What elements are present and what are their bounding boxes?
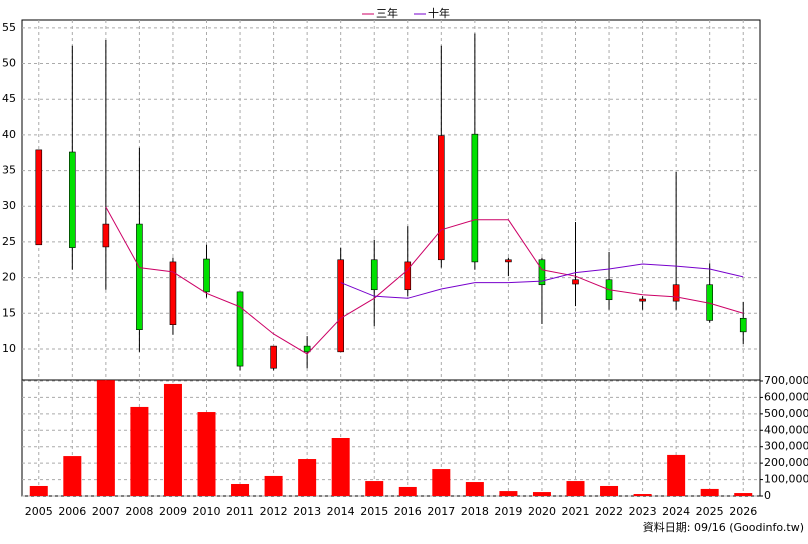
x-tick-label: 2018	[461, 505, 489, 518]
y-tick-label: 25	[2, 235, 16, 248]
x-tick-label: 2012	[260, 505, 288, 518]
x-tick-label: 2017	[427, 505, 455, 518]
y-tick-label: 600,000	[764, 390, 808, 403]
y-tick-label: 0	[764, 489, 771, 502]
x-tick-label: 2019	[494, 505, 522, 518]
candle-body	[438, 135, 445, 261]
volume-bar	[63, 456, 82, 496]
volume-bar	[700, 488, 719, 496]
x-tick-label: 2020	[528, 505, 556, 518]
candle-body	[639, 298, 646, 302]
ma-line	[105, 206, 744, 355]
candle-body	[471, 133, 479, 263]
volume-bar	[499, 491, 518, 496]
candle-body	[270, 345, 277, 369]
x-tick-label: 2026	[729, 505, 757, 518]
x-tick-label: 2008	[125, 505, 153, 518]
candle-body	[102, 223, 110, 248]
y-tick-label: 500,000	[764, 407, 808, 420]
x-tick-label: 2011	[226, 505, 254, 518]
volume-bar	[465, 482, 484, 496]
y-tick-label: 400,000	[764, 423, 808, 436]
volume-bar	[163, 383, 182, 496]
candle-body	[672, 284, 680, 302]
candle-body	[303, 345, 311, 353]
y-tick-label: 200,000	[764, 456, 808, 469]
volume-bar	[734, 493, 753, 496]
y-tick-label: 100,000	[764, 473, 808, 486]
volume-bar	[231, 484, 250, 496]
x-tick-label: 2006	[58, 505, 86, 518]
volume-bar	[264, 475, 283, 496]
y-tick-label: 45	[2, 92, 16, 105]
legend-label: 十年	[428, 6, 450, 20]
x-tick-label: 2013	[293, 505, 321, 518]
x-tick-label: 2021	[562, 505, 590, 518]
x-tick-label: 2007	[92, 505, 120, 518]
x-tick-label: 2014	[327, 505, 355, 518]
candle-body	[203, 258, 210, 293]
volume-bar	[130, 406, 149, 496]
volume-bar	[633, 494, 652, 496]
price-frame	[21, 19, 761, 381]
candle-body	[35, 149, 43, 246]
volume-bar	[197, 412, 216, 496]
volume-bar	[600, 485, 619, 496]
volume-bar	[365, 481, 384, 496]
y-tick-label: 55	[2, 21, 16, 34]
volume-bar	[96, 380, 115, 496]
candle-body	[370, 259, 378, 291]
x-tick-label: 2022	[595, 505, 623, 518]
y-tick-label: 300,000	[764, 440, 808, 453]
candle-body	[337, 259, 344, 353]
y-tick-label: 700,000	[764, 374, 808, 387]
volume-bar	[398, 486, 417, 496]
x-tick-label: 2024	[662, 505, 690, 518]
x-tick-label: 2016	[394, 505, 422, 518]
y-tick-label: 40	[2, 128, 16, 141]
x-tick-label: 2009	[159, 505, 187, 518]
candle-body	[169, 261, 177, 325]
volume-bar	[298, 459, 317, 496]
candle-body	[538, 259, 546, 286]
ma-line	[340, 263, 744, 299]
y-tick-label: 10	[2, 342, 16, 355]
candle-body	[136, 223, 143, 330]
candle-body	[505, 259, 512, 263]
candle-body	[69, 151, 76, 248]
x-tick-label: 2023	[629, 505, 657, 518]
volume-bar	[667, 454, 686, 496]
candle-body	[236, 291, 244, 367]
y-tick-label: 50	[2, 57, 16, 70]
x-tick-label: 2005	[25, 505, 53, 518]
candle-body	[404, 261, 412, 291]
volume-bar	[432, 469, 451, 496]
y-tick-label: 15	[2, 306, 16, 319]
legend-label: 三年	[376, 6, 398, 20]
x-tick-label: 2015	[360, 505, 388, 518]
volume-bar	[29, 485, 48, 496]
x-tick-label: 2025	[696, 505, 724, 518]
y-tick-label: 35	[2, 164, 16, 177]
x-tick-label: 2010	[193, 505, 221, 518]
volume-bar	[566, 481, 585, 496]
footer: 資料日期: 09/16 (Goodinfo.tw)	[643, 520, 804, 534]
y-tick-label: 30	[2, 199, 16, 212]
candle-body	[572, 279, 579, 285]
volume-bar	[331, 438, 350, 496]
y-tick-label: 20	[2, 271, 16, 284]
volume-bar	[532, 492, 551, 496]
candle-body	[739, 317, 747, 333]
